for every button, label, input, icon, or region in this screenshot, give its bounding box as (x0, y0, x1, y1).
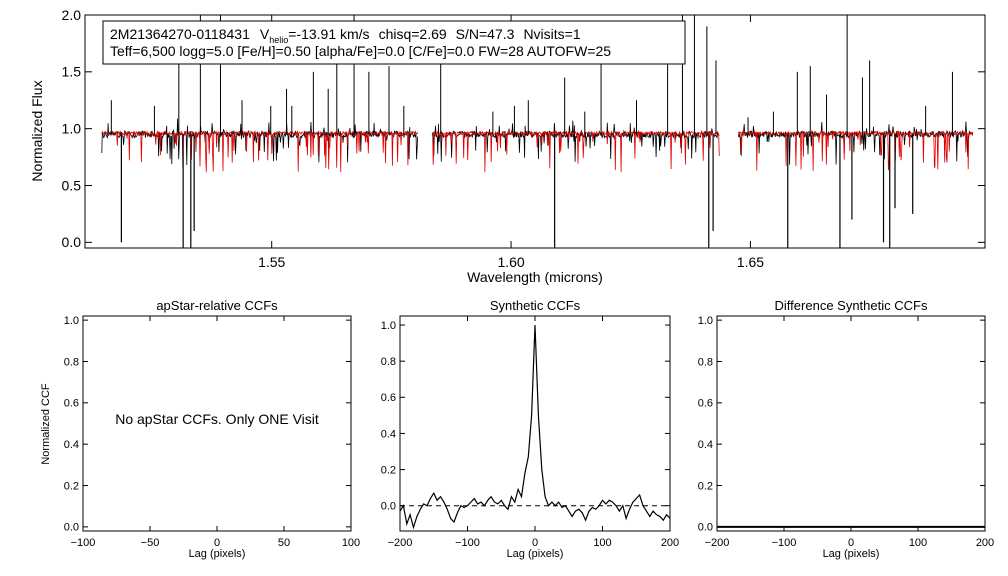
synthetic-spectrum-line (101, 130, 419, 173)
difference-ccf-title: Difference Synthetic CCFs (775, 298, 928, 313)
spectrum-y-label: Normalized Flux (29, 80, 45, 181)
y-tick-label: 0.6 (381, 392, 396, 404)
x-tick-label: −100 (71, 537, 96, 549)
difference-ccf-x-label: Lag (pixels) (823, 548, 880, 560)
x-tick-label: 50 (278, 537, 290, 549)
x-tick-label: 0 (848, 537, 854, 549)
y-tick-label: 0.0 (381, 501, 396, 513)
x-tick-label: 1.55 (258, 254, 285, 270)
apstar-ccf-title: apStar-relative CCFs (156, 298, 278, 313)
x-tick-label: 100 (909, 537, 927, 549)
y-tick-label: 2.0 (62, 7, 82, 23)
y-tick-label: 0.8 (64, 356, 79, 368)
star-id: 2M21364270-0118431 (110, 26, 250, 42)
x-tick-label: 0 (532, 537, 538, 549)
y-tick-label: 1.0 (62, 121, 82, 137)
y-tick-label: 1.5 (62, 64, 82, 80)
y-tick-label: 0.2 (381, 464, 396, 476)
difference-ccf-panel: Difference Synthetic CCFs −200 −100 0 100 20… (698, 298, 994, 560)
x-tick-label: −200 (705, 537, 730, 549)
x-tick-label: 1.65 (737, 254, 764, 270)
observed-spectrum-line (101, 118, 419, 166)
x-tick-label: 1.60 (497, 254, 524, 270)
chisq-value: chisq=2.69 (379, 26, 447, 42)
info-line-1: 2M21364270-0118431 Vhelio=-13.91 km/s chis… (110, 26, 581, 45)
info-box (102, 20, 686, 65)
y-tick-label: 0.6 (698, 398, 713, 410)
y-tick-label: 0.4 (64, 439, 79, 451)
synthetic-ccf-line (399, 324, 671, 530)
x-tick-label: −100 (455, 537, 480, 549)
synthetic-ccf-panel: Synthetic CCFs −200 −100 0 100 200 0.0 0.2 0.4 0… (381, 298, 679, 560)
v-helio-subscript: helio (269, 35, 288, 45)
y-tick-label: 0.5 (62, 177, 82, 193)
x-tick-label: 100 (342, 537, 360, 549)
spectrum-x-label: Wavelength (microns) (467, 269, 603, 285)
v-helio-label: V (260, 26, 270, 42)
y-tick-label: 0.8 (381, 356, 396, 368)
x-tick-label: −100 (772, 537, 797, 549)
info-line-2: Teff=6,500 logg=5.0 [Fe/H]=0.50 [alpha/F… (110, 43, 611, 59)
apstar-ccf-panel: apStar-relative CCFs −100 −50 0 50 100 0.0 0.2… (40, 298, 360, 560)
y-tick-label: 0.0 (62, 234, 82, 250)
y-tick-label: 1.0 (698, 315, 713, 327)
y-tick-label: 0.2 (64, 480, 79, 492)
x-tick-label: 100 (593, 537, 611, 549)
v-helio-value: =-13.91 km/s (288, 26, 369, 42)
apstar-ccf-y-label: Normalized CCF (40, 383, 52, 465)
synthetic-ccf-plot-frame (399, 315, 671, 532)
y-tick-label: 1.0 (381, 320, 396, 332)
observed-spectrum-line (431, 120, 720, 162)
synthetic-ccf-title: Synthetic CCFs (490, 298, 581, 313)
x-tick-label: −200 (388, 537, 413, 549)
y-tick-label: 0.4 (381, 428, 396, 440)
synthetic-spectrum-line (431, 130, 720, 173)
y-tick-label: 0.0 (64, 522, 79, 534)
snr-value: S/N=47.3 (456, 26, 515, 42)
y-tick-label: 1.0 (64, 315, 79, 327)
nvisits-value: Nvisits=1 (523, 26, 580, 42)
x-tick-label: 200 (661, 537, 679, 549)
synthetic-ccf-x-label: Lag (pixels) (507, 548, 564, 560)
y-tick-label: 0.6 (64, 398, 79, 410)
x-tick-label: 200 (976, 537, 994, 549)
synthetic-spectrum-line (738, 130, 974, 171)
x-tick-label: −50 (141, 537, 160, 549)
y-tick-label: 0.4 (698, 439, 713, 451)
y-tick-label: 0.8 (698, 356, 713, 368)
spectrum-panel: 1.55 1.60 1.65 0.0 0.5 1.0 1.5 2.0 2M21364270-0… (29, 7, 986, 285)
x-tick-label: 0 (214, 537, 220, 549)
difference-ccf-plot-frame (716, 315, 986, 532)
spectrum-plot-frame (84, 14, 986, 249)
no-ccf-message: No apStar CCFs. Only ONE Visit (115, 411, 319, 427)
y-tick-label: 0.2 (698, 480, 713, 492)
apstar-ccf-x-label: Lag (pixels) (189, 548, 246, 560)
y-tick-label: 0.0 (698, 522, 713, 534)
